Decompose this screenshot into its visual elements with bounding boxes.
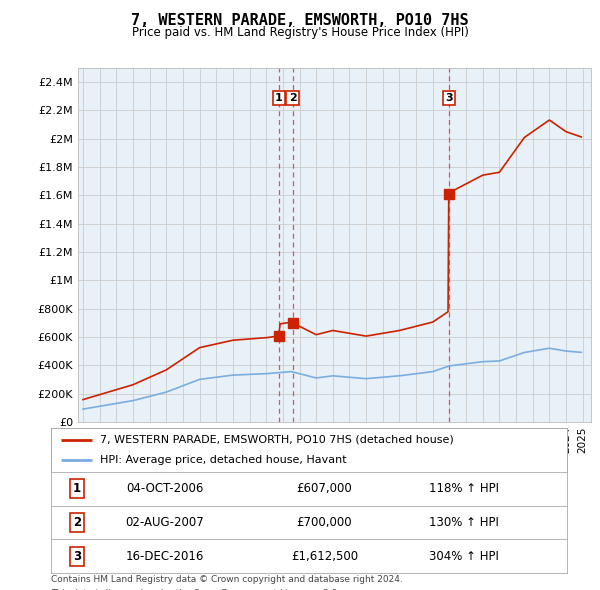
Text: 7, WESTERN PARADE, EMSWORTH, PO10 7HS (detached house): 7, WESTERN PARADE, EMSWORTH, PO10 7HS (d… bbox=[100, 435, 454, 445]
Text: £700,000: £700,000 bbox=[296, 516, 352, 529]
Text: 1: 1 bbox=[73, 482, 81, 496]
Text: 118% ↑ HPI: 118% ↑ HPI bbox=[429, 482, 499, 496]
Text: 1: 1 bbox=[275, 93, 283, 103]
Text: 04-OCT-2006: 04-OCT-2006 bbox=[126, 482, 203, 496]
Text: 130% ↑ HPI: 130% ↑ HPI bbox=[429, 516, 499, 529]
Text: 3: 3 bbox=[445, 93, 452, 103]
Text: 2: 2 bbox=[73, 516, 81, 529]
Text: £607,000: £607,000 bbox=[296, 482, 352, 496]
Text: 304% ↑ HPI: 304% ↑ HPI bbox=[429, 549, 499, 563]
Text: Contains HM Land Registry data © Crown copyright and database right 2024.: Contains HM Land Registry data © Crown c… bbox=[51, 575, 403, 584]
Text: 16-DEC-2016: 16-DEC-2016 bbox=[125, 549, 204, 563]
Text: Price paid vs. HM Land Registry's House Price Index (HPI): Price paid vs. HM Land Registry's House … bbox=[131, 26, 469, 39]
Text: 02-AUG-2007: 02-AUG-2007 bbox=[125, 516, 204, 529]
Text: 3: 3 bbox=[73, 549, 81, 563]
Text: £1,612,500: £1,612,500 bbox=[291, 549, 358, 563]
Text: 7, WESTERN PARADE, EMSWORTH, PO10 7HS: 7, WESTERN PARADE, EMSWORTH, PO10 7HS bbox=[131, 13, 469, 28]
Text: HPI: Average price, detached house, Havant: HPI: Average price, detached house, Hava… bbox=[100, 455, 347, 465]
Text: This data is licensed under the Open Government Licence v3.0.: This data is licensed under the Open Gov… bbox=[51, 589, 340, 590]
Text: 2: 2 bbox=[289, 93, 296, 103]
